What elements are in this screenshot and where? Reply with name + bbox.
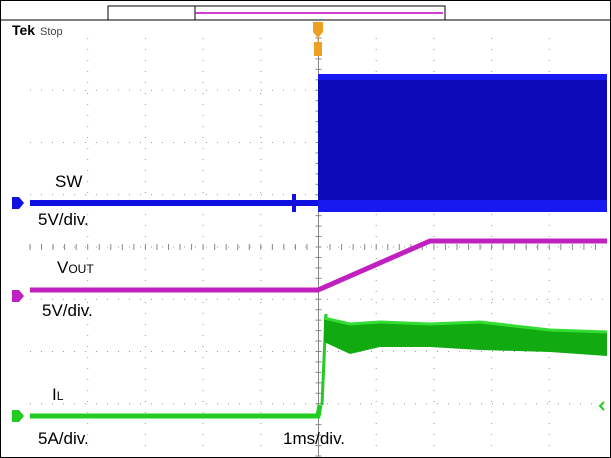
channel-scale: 5A/div. <box>38 429 89 448</box>
channel-name: IL <box>52 385 64 404</box>
trigger-marker <box>313 22 323 38</box>
timebase: 1ms/div. <box>283 429 345 448</box>
channel-name: SW <box>55 172 82 191</box>
channel-name-sub: L <box>57 389 64 403</box>
sw-waveform <box>30 74 607 212</box>
channel-name-main: I <box>52 385 57 404</box>
status: Stop <box>40 26 63 38</box>
brand: Tek <box>12 22 35 38</box>
channel-name: VOUT <box>57 258 94 277</box>
channel-marker <box>12 410 24 422</box>
channel-name-main: V <box>57 258 69 277</box>
level-marker <box>598 401 605 411</box>
channel-marker <box>12 197 24 209</box>
vout-waveform <box>30 238 607 293</box>
trigger-marker <box>314 42 322 56</box>
channel-scale: 5V/div. <box>42 301 93 320</box>
channel-scale: 5V/div. <box>38 210 89 229</box>
channel-marker <box>12 290 24 302</box>
il-waveform <box>30 313 608 419</box>
channel-name-sub: OUT <box>68 262 94 276</box>
